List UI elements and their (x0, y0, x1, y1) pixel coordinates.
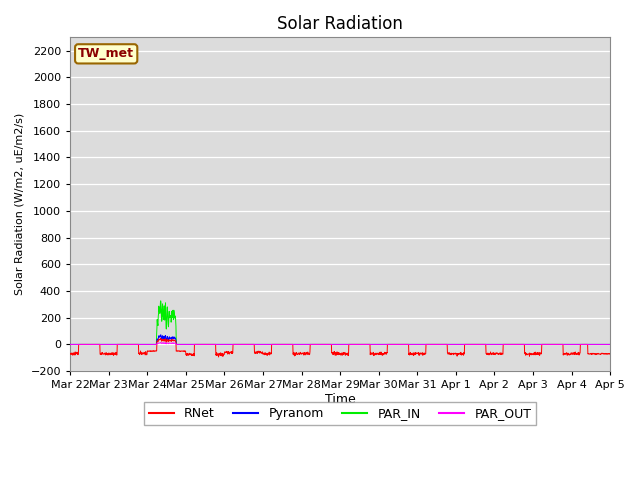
RNet (215, 354, 223, 360)
Pyranom (605, 342, 613, 348)
PAR_IN (67, 342, 74, 348)
RNet (157, 336, 164, 341)
Pyranom (157, 332, 164, 338)
RNet (67, 351, 74, 357)
RNet (472, 342, 480, 348)
Line: RNet: RNet (70, 338, 610, 357)
PAR_OUT (370, 342, 378, 348)
RNet (541, 342, 549, 348)
PAR_IN (556, 342, 564, 348)
Text: TW_met: TW_met (78, 48, 134, 60)
PAR_IN (370, 342, 378, 348)
Pyranom (370, 342, 378, 348)
PAR_OUT (67, 342, 74, 348)
RNet (606, 351, 614, 357)
X-axis label: Time: Time (324, 393, 355, 406)
RNet (557, 342, 564, 348)
Title: Solar Radiation: Solar Radiation (277, 15, 403, 33)
RNet (606, 351, 614, 357)
PAR_OUT (313, 342, 321, 348)
Line: Pyranom: Pyranom (70, 335, 610, 345)
PAR_IN (606, 342, 614, 348)
Legend: RNet, Pyranom, PAR_IN, PAR_OUT: RNet, Pyranom, PAR_IN, PAR_OUT (144, 402, 536, 425)
PAR_IN (472, 342, 479, 348)
PAR_IN (541, 342, 548, 348)
Pyranom (313, 342, 321, 348)
PAR_OUT (541, 342, 548, 348)
Pyranom (472, 342, 479, 348)
RNet (370, 351, 378, 357)
Y-axis label: Solar Radiation (W/m2, uE/m2/s): Solar Radiation (W/m2, uE/m2/s) (15, 113, 25, 295)
PAR_OUT (556, 342, 564, 348)
PAR_OUT (472, 342, 479, 348)
RNet (313, 342, 321, 348)
Pyranom (67, 342, 74, 348)
Pyranom (541, 342, 548, 348)
Pyranom (606, 342, 614, 348)
Pyranom (556, 342, 564, 348)
PAR_IN (605, 342, 613, 348)
Line: PAR_IN: PAR_IN (70, 301, 610, 345)
PAR_IN (157, 298, 164, 304)
PAR_OUT (606, 342, 614, 348)
PAR_IN (313, 342, 321, 348)
PAR_OUT (605, 342, 613, 348)
Line: PAR_OUT: PAR_OUT (70, 343, 610, 345)
PAR_OUT (157, 340, 164, 346)
